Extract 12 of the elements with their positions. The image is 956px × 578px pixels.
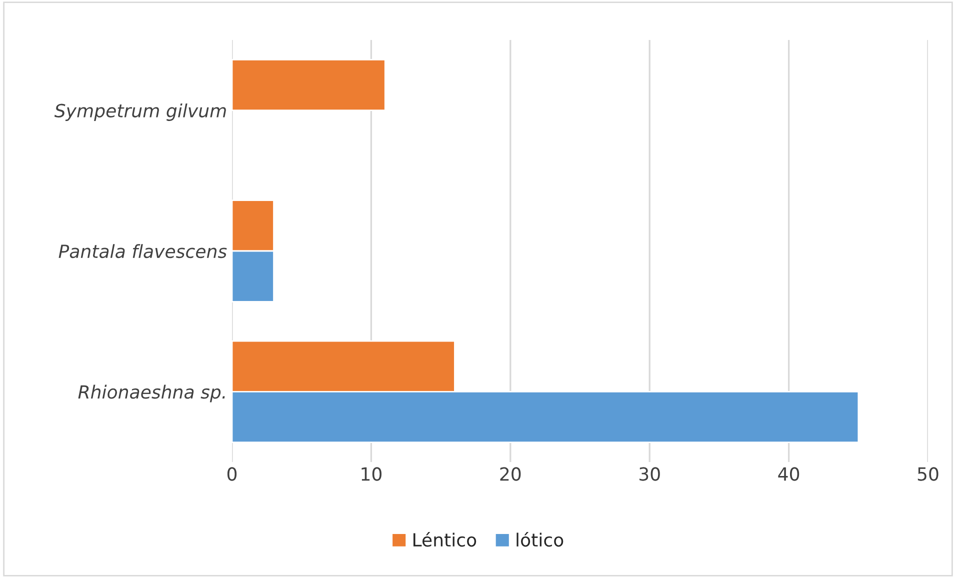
bar bbox=[232, 59, 386, 112]
y-tick-label: Sympetrum gilvum bbox=[54, 103, 226, 121]
y-tick-label: Pantala flavescens bbox=[58, 244, 227, 258]
x-tick-label: 50 bbox=[918, 467, 938, 481]
x-tick-label: 10 bbox=[362, 467, 382, 481]
x-tick-label: 0 bbox=[227, 467, 237, 481]
x-tick-label: 30 bbox=[639, 467, 660, 481]
x-tick-label: 20 bbox=[500, 467, 521, 481]
legend-label: lótico bbox=[516, 532, 564, 547]
y-tick-label: Rhionaeshna sp. bbox=[78, 384, 225, 402]
legend-label: Léntico bbox=[413, 532, 476, 547]
x-tick-label: 40 bbox=[778, 467, 800, 481]
